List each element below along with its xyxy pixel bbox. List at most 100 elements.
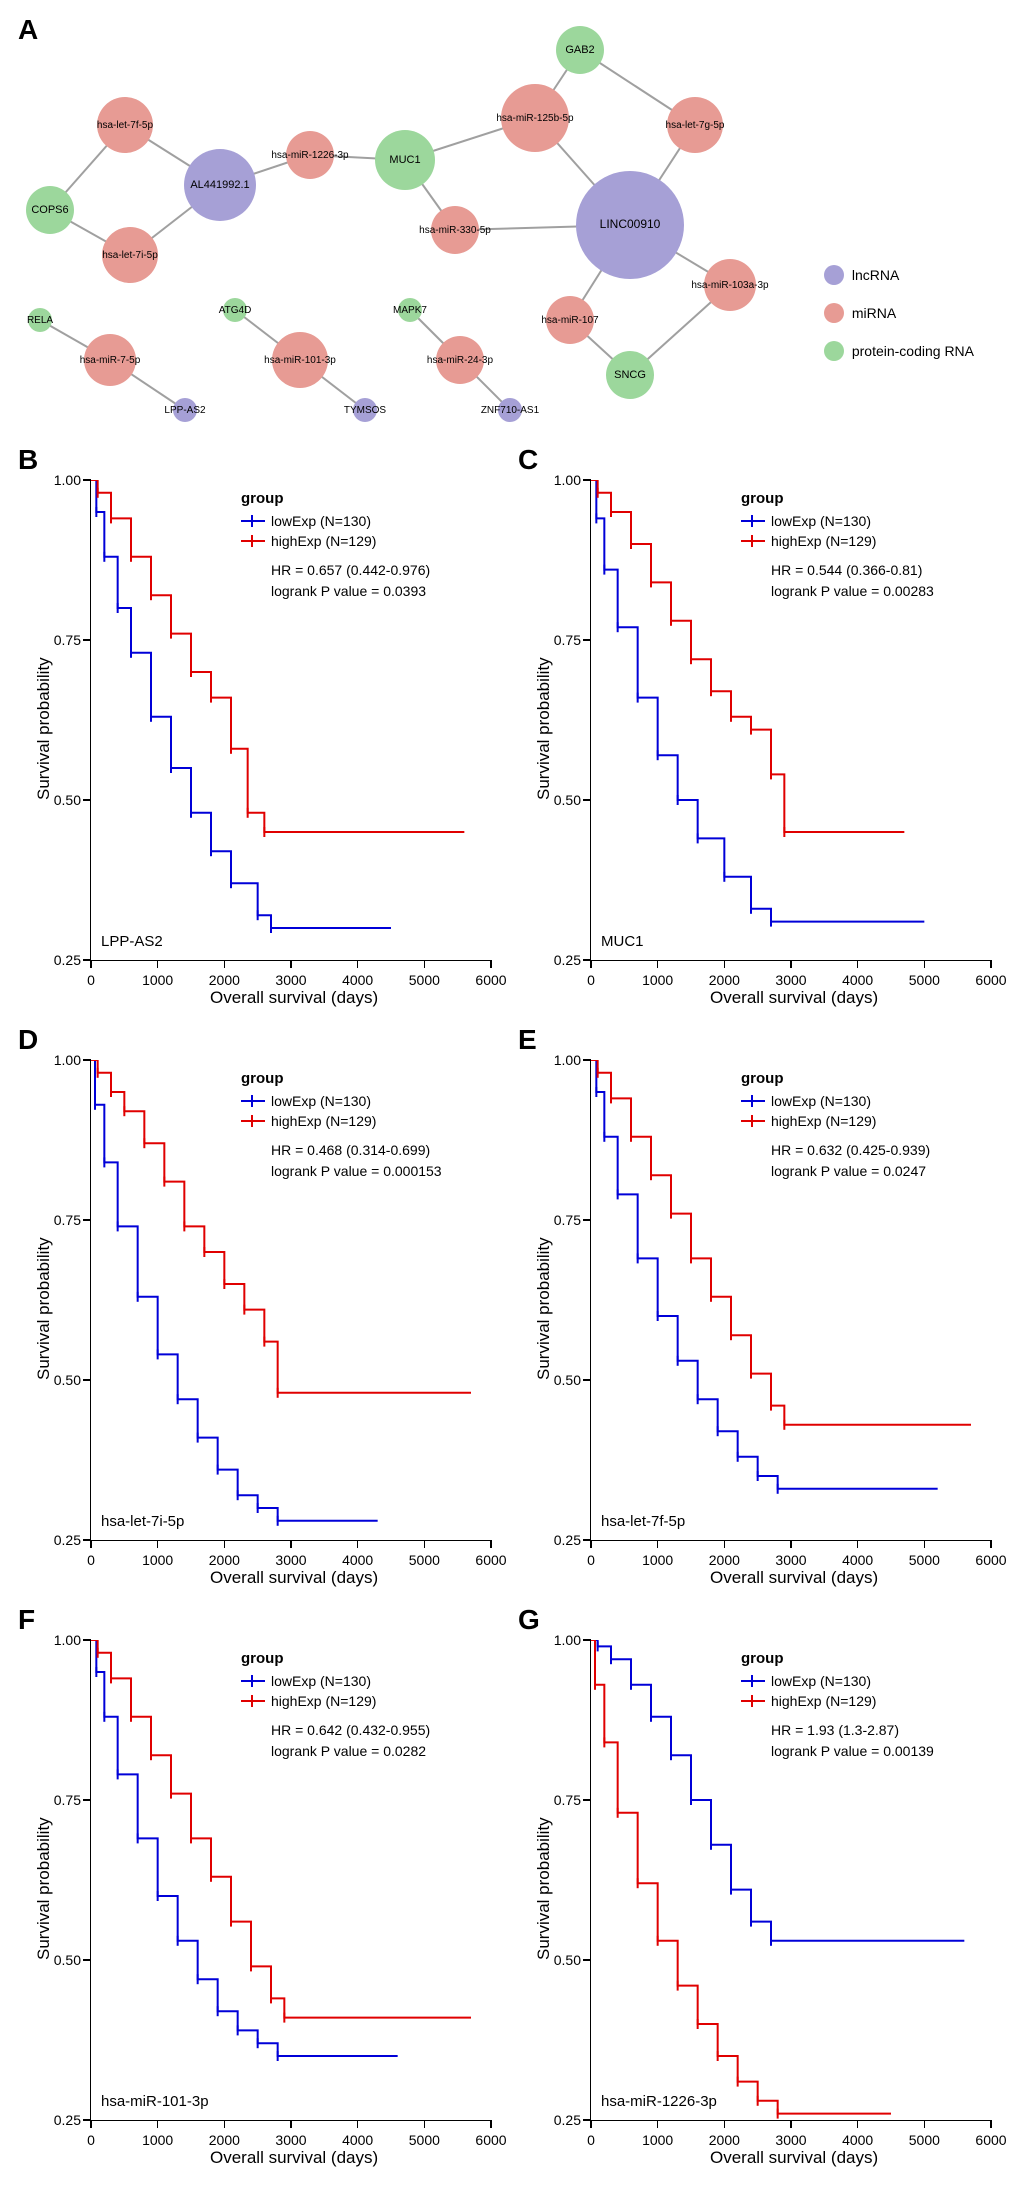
chart-area: 0.250.500.751.00010002000300040005000600… bbox=[90, 1640, 491, 2121]
y-tick bbox=[583, 1639, 591, 1641]
legend-box: grouplowExp (N=130)highExp (N=129) bbox=[741, 1070, 876, 1131]
km-svg bbox=[591, 1060, 991, 1540]
y-tick-label: 0.75 bbox=[47, 1212, 81, 1228]
x-tick bbox=[924, 2120, 926, 2128]
legend-item-high: highExp (N=129) bbox=[741, 1111, 876, 1131]
legend-box: grouplowExp (N=130)highExp (N=129) bbox=[741, 490, 876, 551]
network-node-label: hsa-miR-101-3p bbox=[264, 355, 336, 366]
legend-item-high: highExp (N=129) bbox=[741, 1691, 876, 1711]
x-tick-label: 6000 bbox=[475, 972, 506, 988]
x-axis-title: Overall survival (days) bbox=[710, 988, 878, 1008]
x-tick bbox=[790, 960, 792, 968]
legend-marker-icon bbox=[241, 1120, 265, 1122]
x-tick bbox=[290, 1540, 292, 1548]
x-tick bbox=[724, 2120, 726, 2128]
network-node-label: MAPK7 bbox=[393, 305, 427, 316]
x-tick bbox=[357, 1540, 359, 1548]
x-tick bbox=[224, 960, 226, 968]
x-tick-label: 2000 bbox=[709, 1552, 740, 1568]
network-node-label: hsa-let-7g-5p bbox=[666, 120, 725, 131]
x-tick-label: 0 bbox=[587, 1552, 595, 1568]
pvalue-text: logrank P value = 0.0393 bbox=[271, 581, 430, 602]
legend-box: group lowExp (N=130) highExp (N=129) bbox=[241, 1070, 376, 1131]
stat-text: HR = 0.657 (0.442-0.976)logrank P value … bbox=[271, 560, 430, 602]
legend-marker-icon bbox=[241, 1100, 265, 1102]
legend-marker-icon bbox=[741, 1700, 765, 1702]
hr-text: HR = 0.544 (0.366-0.81) bbox=[771, 560, 934, 581]
x-tick-label: 5000 bbox=[909, 972, 940, 988]
gene-label: hsa-miR-101-3p bbox=[101, 2093, 209, 2110]
panel-label: C bbox=[518, 444, 538, 476]
y-tick bbox=[583, 1959, 591, 1961]
x-tick bbox=[857, 1540, 859, 1548]
x-tick-label: 4000 bbox=[342, 1552, 373, 1568]
legend-marker-icon bbox=[241, 520, 265, 522]
y-tick bbox=[83, 1799, 91, 1801]
x-tick-label: 0 bbox=[87, 972, 95, 988]
x-tick bbox=[590, 1540, 592, 1548]
x-tick bbox=[590, 2120, 592, 2128]
y-tick bbox=[583, 1799, 591, 1801]
x-tick bbox=[924, 1540, 926, 1548]
network-node-label: hsa-let-7i-5p bbox=[102, 250, 158, 261]
x-tick bbox=[490, 2120, 492, 2128]
y-tick-label: 1.00 bbox=[547, 1052, 581, 1068]
legend-title: group bbox=[241, 1650, 376, 1667]
y-axis-title: Survival probability bbox=[534, 657, 554, 800]
y-axis-title: Survival probability bbox=[534, 1817, 554, 1960]
gene-label: LPP-AS2 bbox=[101, 933, 163, 950]
network-node-label: LINC00910 bbox=[600, 217, 661, 231]
x-tick-label: 4000 bbox=[342, 972, 373, 988]
legend-marker-icon bbox=[741, 520, 765, 522]
panel-D: D 0.250.500.751.0001000200030004000500060… bbox=[10, 1020, 510, 1600]
network-legend: lncRNAmiRNAprotein-coding RNA bbox=[824, 265, 974, 379]
chart-area: 0.250.500.751.00010002000300040005000600… bbox=[90, 480, 491, 961]
pvalue-text: logrank P value = 0.0247 bbox=[771, 1161, 930, 1182]
legend-dot-icon bbox=[824, 341, 844, 361]
x-tick bbox=[990, 1540, 992, 1548]
y-tick-label: 0.75 bbox=[547, 632, 581, 648]
x-tick-label: 3000 bbox=[775, 972, 806, 988]
x-tick bbox=[157, 960, 159, 968]
x-tick-label: 0 bbox=[587, 972, 595, 988]
x-tick-label: 4000 bbox=[842, 2132, 873, 2148]
network-node-label: AL441992.1 bbox=[190, 179, 249, 191]
panel-label: F bbox=[18, 1604, 35, 1636]
km-svg bbox=[91, 1060, 491, 1540]
x-axis-title: Overall survival (days) bbox=[210, 1568, 378, 1588]
legend-text: highExp (N=129) bbox=[771, 1693, 876, 1709]
legend-text: lowExp (N=130) bbox=[771, 1673, 871, 1689]
x-tick bbox=[224, 1540, 226, 1548]
panel-A-label: A bbox=[18, 14, 38, 46]
x-tick bbox=[157, 2120, 159, 2128]
y-tick bbox=[83, 1379, 91, 1381]
legend-item-high: highExp (N=129) bbox=[741, 531, 876, 551]
km-svg bbox=[91, 1640, 491, 2120]
legend-box: grouplowExp (N=130)highExp (N=129) bbox=[241, 1650, 376, 1711]
km-svg bbox=[591, 1640, 991, 2120]
x-tick-label: 1000 bbox=[642, 1552, 673, 1568]
y-tick-label: 0.75 bbox=[547, 1792, 581, 1808]
panel-label: D bbox=[18, 1024, 38, 1056]
x-tick-label: 2000 bbox=[209, 2132, 240, 2148]
network-node-label: ZNF710-AS1 bbox=[481, 405, 540, 416]
panel-label: G bbox=[518, 1604, 540, 1636]
legend-text: highExp (N=129) bbox=[271, 1693, 376, 1709]
y-tick-label: 1.00 bbox=[47, 1052, 81, 1068]
x-axis-title: Overall survival (days) bbox=[710, 2148, 878, 2168]
legend-text: lowExp (N=130) bbox=[271, 513, 371, 529]
panel-B: B0.250.500.751.0001000200030004000500060… bbox=[10, 440, 510, 1020]
legend-text: highExp (N=129) bbox=[271, 1113, 376, 1129]
gene-label: MUC1 bbox=[601, 933, 644, 950]
legend-title: group bbox=[241, 1070, 376, 1087]
legend-dot-icon bbox=[824, 265, 844, 285]
legend-text: lowExp (N=130) bbox=[271, 1093, 371, 1109]
gene-label: hsa-let-7i-5p bbox=[101, 1513, 184, 1530]
legend-item-low: lowExp (N=130) bbox=[241, 1091, 376, 1111]
x-tick bbox=[657, 1540, 659, 1548]
panel-E: E0.250.500.751.0001000200030004000500060… bbox=[510, 1020, 1010, 1600]
x-tick bbox=[290, 960, 292, 968]
x-tick bbox=[290, 2120, 292, 2128]
y-axis-title: Survival probability bbox=[34, 1237, 54, 1380]
chart-area: 0.250.500.751.00010002000300040005000600… bbox=[90, 1060, 491, 1541]
